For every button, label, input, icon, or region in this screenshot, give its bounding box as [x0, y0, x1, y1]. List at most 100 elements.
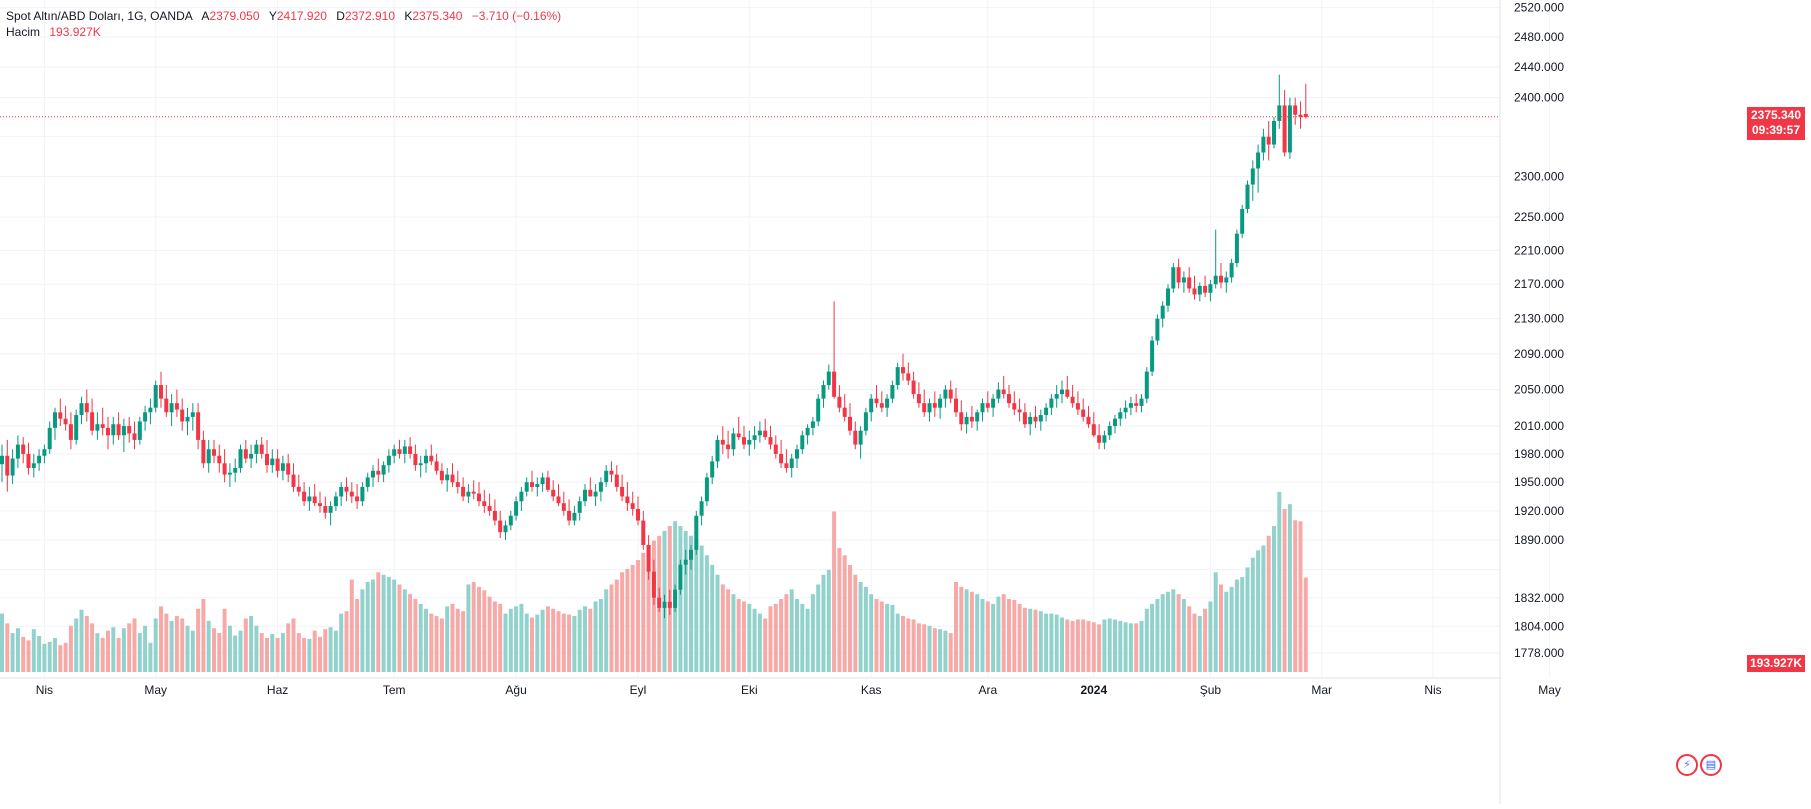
candle-body [630, 503, 635, 509]
volume-bar [1049, 613, 1054, 672]
volume-bar [201, 599, 206, 672]
candle-body [381, 465, 386, 475]
candle-body [890, 385, 895, 399]
candle-body [906, 373, 911, 381]
volume-bar [148, 642, 153, 672]
volume-bar [402, 589, 407, 672]
volume-bar [84, 616, 89, 672]
volume-bar [116, 637, 121, 672]
volume-bar [704, 555, 709, 672]
volume-bar [397, 584, 402, 672]
volume-bar [233, 635, 238, 672]
volume-bar [1197, 616, 1202, 672]
candle-body [752, 435, 757, 440]
volume-bar [561, 613, 566, 672]
volume-bar [26, 640, 31, 672]
candle-body [667, 601, 672, 608]
volume-bar [291, 618, 296, 672]
candle-body [1038, 415, 1043, 422]
volume-bar [842, 555, 847, 672]
candle-body [233, 467, 238, 473]
candle-body [455, 482, 460, 487]
price-tick-label: 2440.000 [1514, 60, 1564, 74]
candle-body [779, 453, 784, 464]
candle-body [837, 396, 842, 408]
volume-bar [620, 572, 625, 672]
lightning-icon[interactable]: ⚡ [1676, 754, 1698, 776]
candle-body [79, 403, 84, 416]
time-axis[interactable]: Nis May Haz Tem Ağu Eyl Eki Kas Ara 2024 Şub Mar Nis… [0, 677, 1561, 697]
candle-body [699, 501, 704, 516]
volume-bar [508, 608, 513, 672]
volume-bar [159, 606, 163, 672]
volume-bar [477, 586, 481, 672]
candle-body [991, 398, 996, 408]
candle-body [492, 510, 497, 521]
volume-bar [757, 613, 762, 672]
candle-body [0, 455, 4, 465]
candle-body [487, 506, 492, 511]
volume-bar [482, 590, 487, 672]
volume-key[interactable]: Hacim [6, 25, 41, 39]
candle-body [895, 367, 900, 386]
candle-body [477, 493, 481, 502]
volume-bar [752, 608, 757, 672]
volume-bar [694, 540, 699, 672]
volume-bar [466, 584, 471, 672]
price-tick-label: 2250.000 [1514, 210, 1564, 224]
volume-bar [1022, 607, 1027, 672]
time-tick-label: Şub [1200, 683, 1222, 697]
candle-body [975, 412, 980, 422]
candle-body [121, 426, 126, 436]
price-axis[interactable]: 1778.000 1804.000 1832.000 1890.000 1920.000… [1499, 0, 1564, 804]
volume-bar [816, 584, 821, 672]
volume-bar [461, 611, 466, 672]
candle-body [312, 496, 317, 504]
candle-body [296, 486, 301, 492]
volume-bar [249, 616, 254, 672]
symbol-title[interactable]: Spot Altın/ABD Doları, 1G, OANDA [6, 9, 193, 23]
candle-body [1229, 263, 1234, 278]
low-key: D [336, 9, 345, 23]
candle-body [1166, 288, 1170, 306]
candle-body [503, 525, 508, 533]
volume-bar [100, 637, 105, 672]
us-flag-icon[interactable]: ▤ [1700, 754, 1722, 776]
price-tick-label: 2400.000 [1514, 91, 1564, 105]
bar-countdown: 09:39:57 [1751, 122, 1801, 137]
volume-bar [413, 599, 418, 672]
volume-bar [243, 618, 248, 672]
candle-body [466, 491, 471, 497]
price-tick-label: 2010.000 [1514, 419, 1564, 433]
volume-bar [1086, 620, 1091, 672]
volume-bar [1097, 624, 1102, 672]
volume-bar [869, 594, 874, 672]
candle-body [810, 421, 815, 428]
candle-body [201, 439, 206, 464]
volume-bar [1287, 504, 1292, 672]
candle-body [789, 458, 794, 468]
volume-bar [609, 584, 614, 672]
candle-body [148, 407, 153, 413]
candle-body [323, 506, 328, 513]
candle-body [959, 412, 964, 425]
time-tick-label: May [144, 683, 167, 697]
volume-bar [259, 633, 264, 672]
candle-body [196, 412, 201, 440]
volume-bar [954, 582, 958, 672]
candle-body [1224, 277, 1229, 283]
price-tick-label: 1950.000 [1514, 475, 1564, 489]
volume-bar [296, 633, 301, 672]
candle-body [598, 482, 603, 492]
volume-bar [439, 618, 444, 672]
candle-body [429, 455, 434, 462]
candle-body [360, 486, 365, 502]
candle-body [1049, 398, 1054, 408]
volume-bar [927, 625, 932, 672]
candle-body [731, 433, 736, 450]
candle-body [996, 389, 1001, 399]
candle-body [561, 503, 566, 511]
volume-bar [1075, 619, 1080, 672]
